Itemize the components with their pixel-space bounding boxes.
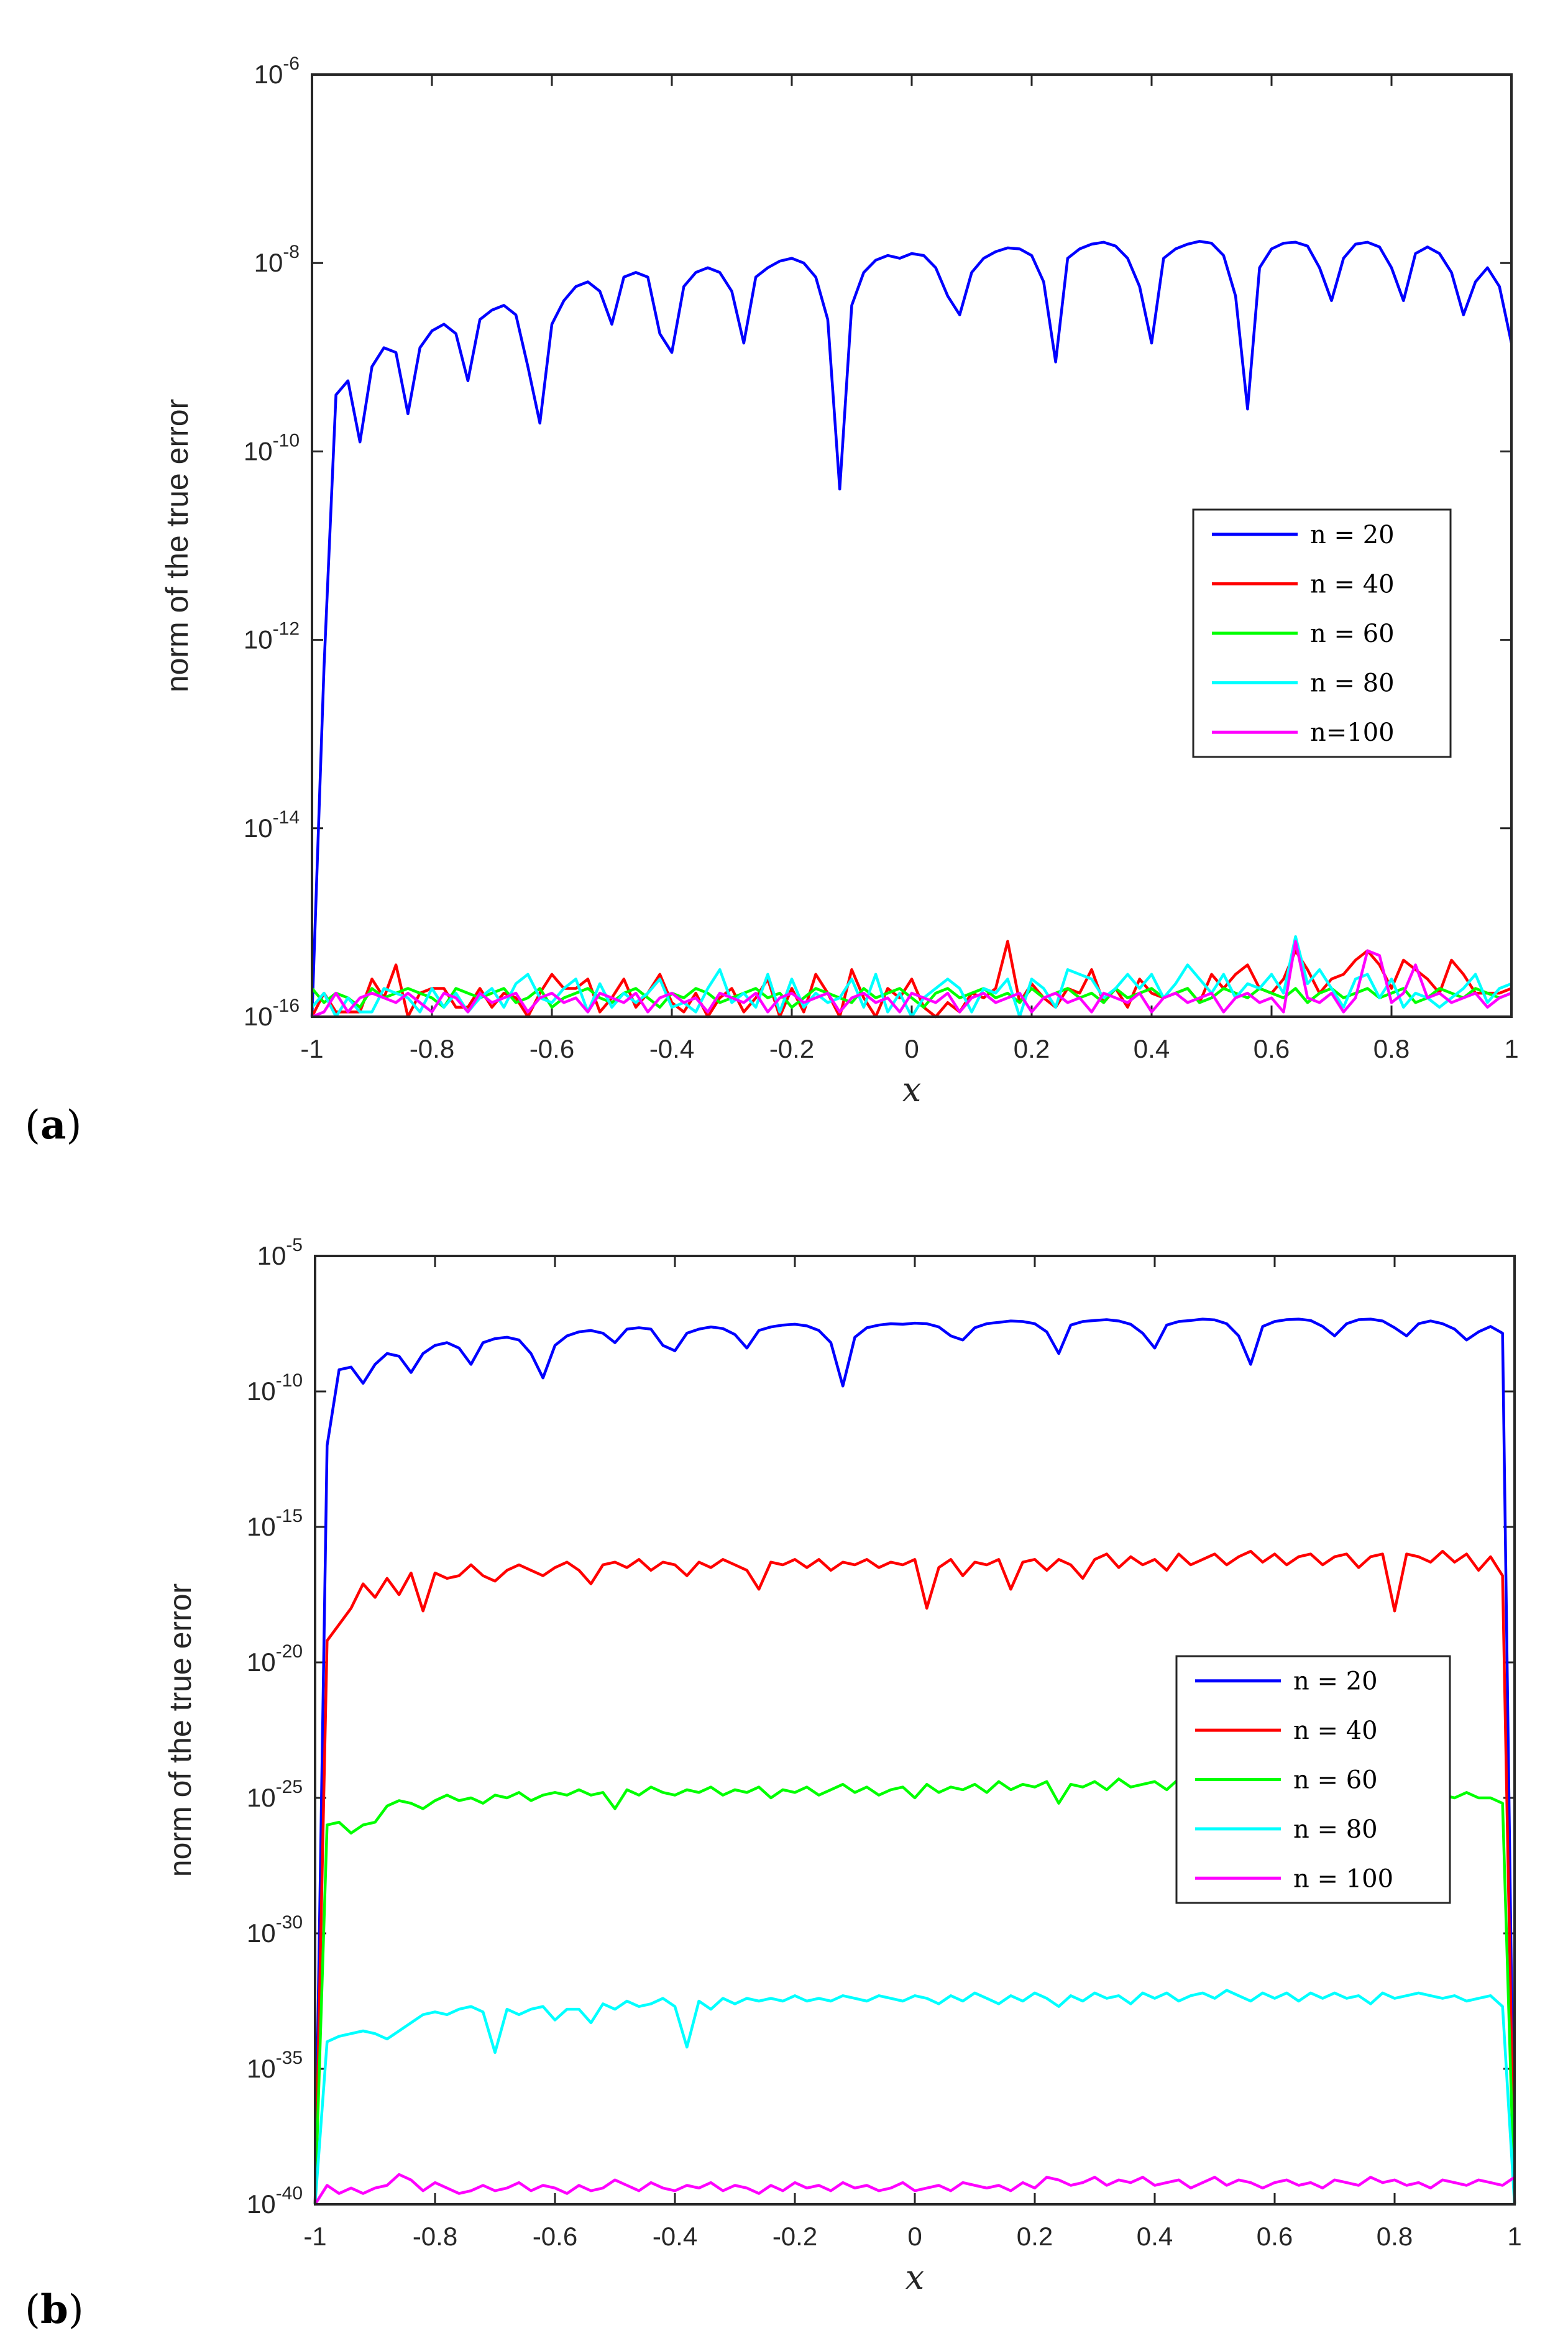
- panel-a-x-tick-label: 1: [1504, 1034, 1518, 1063]
- panel-b-x-tick-label: 0: [907, 2222, 922, 2251]
- panel-b-x-tick-label: 0.8: [1377, 2222, 1413, 2251]
- panel-a-series-line-5: [311, 940, 1512, 1019]
- panel-b-open-paren: (: [25, 2287, 40, 2333]
- panel-b-series-line-2: [313, 1549, 1516, 2205]
- panel-a-x-tick-label: -0.2: [769, 1034, 814, 1063]
- panel-b-x-axis-label: x: [905, 2258, 924, 2297]
- panel-a-x-axis-label: x: [902, 1070, 921, 1109]
- panel-b-legend-label: n = 100: [1293, 1864, 1393, 1893]
- panel-b-legend-label: n = 60: [1293, 1766, 1378, 1795]
- panel-b-y-tick-label: 10-5: [257, 1235, 303, 1270]
- panel-a-y-tick-label: 10-12: [244, 619, 300, 654]
- panel-b-axes-box: [314, 1255, 1516, 2206]
- panel-b-series-line-1: [313, 1317, 1516, 2205]
- panel-b-y-tick-label: 10-15: [247, 1506, 303, 1541]
- panel-a-y-ticks: 10-16 10-14 10-12 10-10 10-8 10-6: [244, 53, 1511, 1031]
- panel-b-x-tick-label: -0.8: [413, 2222, 457, 2251]
- panel-b-y-tick-label: 10-25: [247, 1777, 303, 1812]
- panel-b-y-tick-label: 10-40: [247, 2183, 303, 2219]
- panel-a-legend-label: n = 80: [1310, 669, 1395, 698]
- panel-b-x-tick-label: 0.6: [1257, 2222, 1293, 2251]
- panel-a-legend-label: n = 60: [1310, 620, 1395, 648]
- panel-a: (a) -1 -0.8 -0.6 -0.4 -0.2 0 0.2 0.4 0.6 0.8 1 10-…: [25, 53, 1519, 1148]
- panel-a-axes-box: [311, 73, 1513, 1018]
- panel-b-x-tick-label: -0.6: [533, 2222, 577, 2251]
- panel-b-y-tick-label: 10-20: [247, 1641, 303, 1677]
- panel-a-x-tick-label: -0.6: [530, 1034, 574, 1063]
- panel-a-close-paren: ): [66, 1102, 81, 1148]
- panel-a-label: (a): [25, 1102, 81, 1148]
- panel-b-y-tick-label: 10-10: [247, 1370, 303, 1406]
- panel-a-y-tick-label: 10-10: [244, 430, 300, 465]
- panel-a-open-paren: (: [25, 1102, 40, 1148]
- panel-b-series-line-4: [313, 1989, 1516, 2205]
- panel-a-x-tick-label: 0.6: [1254, 1034, 1290, 1063]
- panel-a-y-tick-label: 10-6: [254, 53, 300, 89]
- panel-b-legend-label: n = 80: [1293, 1815, 1378, 1844]
- panel-b-letter: b: [40, 2286, 68, 2333]
- panel-a-x-tick-label: -0.4: [649, 1034, 694, 1063]
- panel-a-y-axis-label: norm of the true error: [160, 399, 195, 692]
- panel-a-y-tick-label: 10-16: [244, 996, 300, 1031]
- panel-a-legend-label: n=100: [1310, 718, 1395, 747]
- panel-a-legend-label: n = 20: [1310, 521, 1395, 549]
- panel-b-close-paren: ): [68, 2287, 84, 2333]
- panel-b-label: (b): [25, 2286, 84, 2333]
- panel-b-legend: n = 20 n = 40 n = 60 n = 80 n = 100: [1175, 1655, 1451, 1904]
- panel-b-x-tick-label: 1: [1507, 2222, 1521, 2251]
- panel-b-x-tick-label: -1: [303, 2222, 326, 2251]
- panel-b-x-ticks: -1 -0.8 -0.6 -0.4 -0.2 0 0.2 0.4 0.6 0.8 1: [303, 1256, 1522, 2251]
- panel-a-y-tick-label: 10-14: [244, 807, 300, 843]
- panel-a-x-tick-label: 0.8: [1373, 1034, 1410, 1063]
- panel-b-x-tick-label: 0.4: [1137, 2222, 1173, 2251]
- panel-b-y-tick-label: 10-30: [247, 1912, 303, 1948]
- panel-b-legend-label: n = 20: [1293, 1667, 1378, 1696]
- panel-a-x-tick-label: 0.4: [1134, 1034, 1170, 1063]
- panel-b-series-line-5: [314, 2173, 1516, 2206]
- panel-a-y-tick-label: 10-8: [254, 242, 300, 277]
- panel-a-legend-label: n = 40: [1310, 570, 1395, 598]
- panel-b-legend-label: n = 40: [1293, 1716, 1378, 1745]
- panel-b-y-ticks: 10-40 10-35 10-30 10-25 10-20 10-15 10-10 10-5: [247, 1235, 1515, 2219]
- panel-a-x-tick-label: -1: [300, 1034, 323, 1063]
- panel-b-y-axis-label: norm of the true error: [163, 1583, 198, 1877]
- panel-b-y-tick-label: 10-35: [247, 2048, 303, 2083]
- panel-b-x-tick-label: -0.2: [773, 2222, 817, 2251]
- panel-b-x-tick-label: 0.2: [1017, 2222, 1053, 2251]
- panel-a-series-line-1: [310, 240, 1513, 1017]
- panel-a-x-tick-label: -0.8: [410, 1034, 454, 1063]
- panel-a-legend: n = 20 n = 40 n = 60 n = 80 n=100: [1192, 508, 1452, 758]
- panel-a-letter: a: [40, 1102, 66, 1148]
- panel-b: (b) -1 -0.8 -0.6 -0.4 -0.2 0 0.2 0.4 0.6 0.8 1 10-…: [25, 1235, 1522, 2333]
- panel-b-x-tick-label: -0.4: [653, 2222, 697, 2251]
- panel-a-x-tick-label: 0.2: [1014, 1034, 1050, 1063]
- panel-a-x-tick-label: 0: [904, 1034, 919, 1063]
